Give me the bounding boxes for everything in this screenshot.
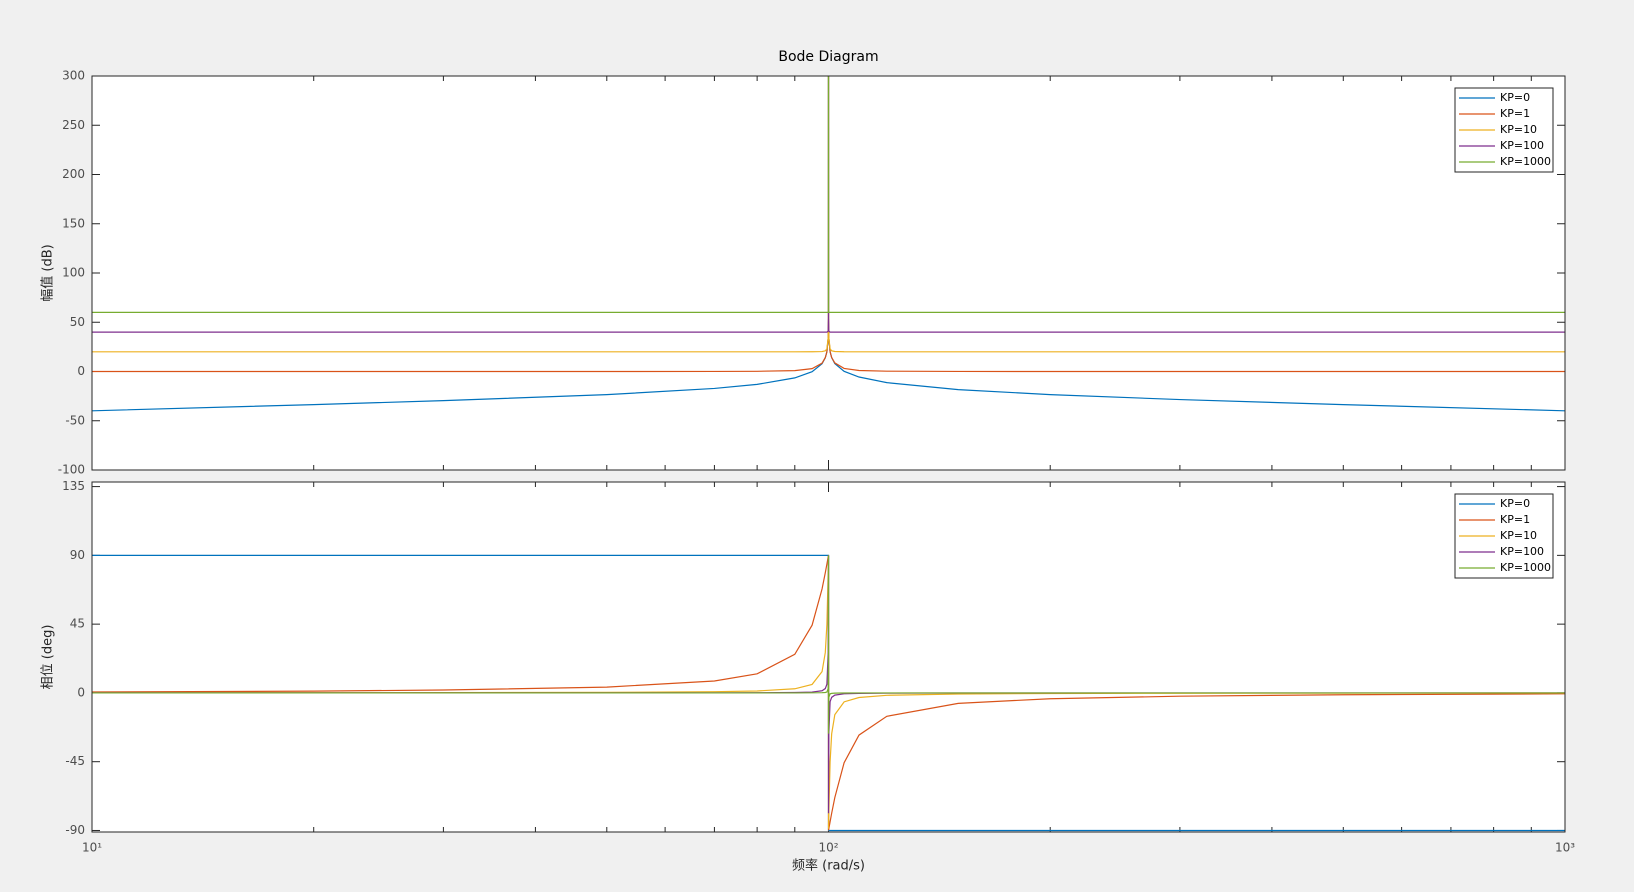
series-line: [92, 76, 1565, 373]
y-axis-label: 相位 (deg): [41, 625, 56, 690]
legend-label: KP=100: [1500, 139, 1544, 152]
axes-box: [91, 481, 1566, 833]
y-tick-label: 90: [70, 548, 85, 562]
legend-label: KP=0: [1500, 91, 1530, 104]
series-line: [92, 76, 1565, 313]
legend-label: KP=10: [1500, 529, 1537, 542]
y-tick-label: -100: [58, 463, 85, 477]
legend-label: KP=100: [1500, 545, 1544, 558]
y-tick-label: 300: [62, 69, 85, 83]
x-tick-label: 10²: [818, 841, 838, 855]
legend-label: KP=0: [1500, 497, 1530, 510]
y-tick-label: 0: [77, 685, 85, 699]
legend-label: KP=1: [1500, 513, 1530, 526]
y-tick-label: 200: [62, 167, 85, 181]
series-line: [92, 76, 1565, 333]
y-axis-label: 幅值 (dB): [40, 244, 56, 301]
y-tick-label: -90: [65, 823, 85, 837]
legend-label: KP=10: [1500, 123, 1537, 136]
y-tick-label: -45: [65, 754, 85, 768]
axes-box: [91, 75, 1566, 471]
chart-title: Bode Diagram: [778, 49, 878, 65]
y-tick-label: 100: [62, 266, 85, 280]
y-tick-label: -50: [65, 413, 85, 427]
series-line: [92, 76, 1565, 412]
x-axis-label: 频率 (rad/s): [792, 858, 865, 874]
y-tick-label: 150: [62, 216, 85, 230]
y-tick-label: 50: [70, 315, 85, 329]
y-tick-label: 250: [62, 118, 85, 132]
legend-label: KP=1000: [1500, 561, 1551, 574]
y-tick-label: 135: [62, 479, 85, 493]
legend-label: KP=1000: [1500, 155, 1551, 168]
series-line: [92, 76, 1565, 353]
y-tick-label: 45: [70, 617, 85, 631]
legend-label: KP=1: [1500, 107, 1530, 120]
x-tick-label: 10¹: [82, 841, 102, 855]
series-line: [92, 555, 1565, 734]
y-tick-label: 0: [77, 364, 85, 378]
x-tick-label: 10³: [1555, 841, 1575, 855]
